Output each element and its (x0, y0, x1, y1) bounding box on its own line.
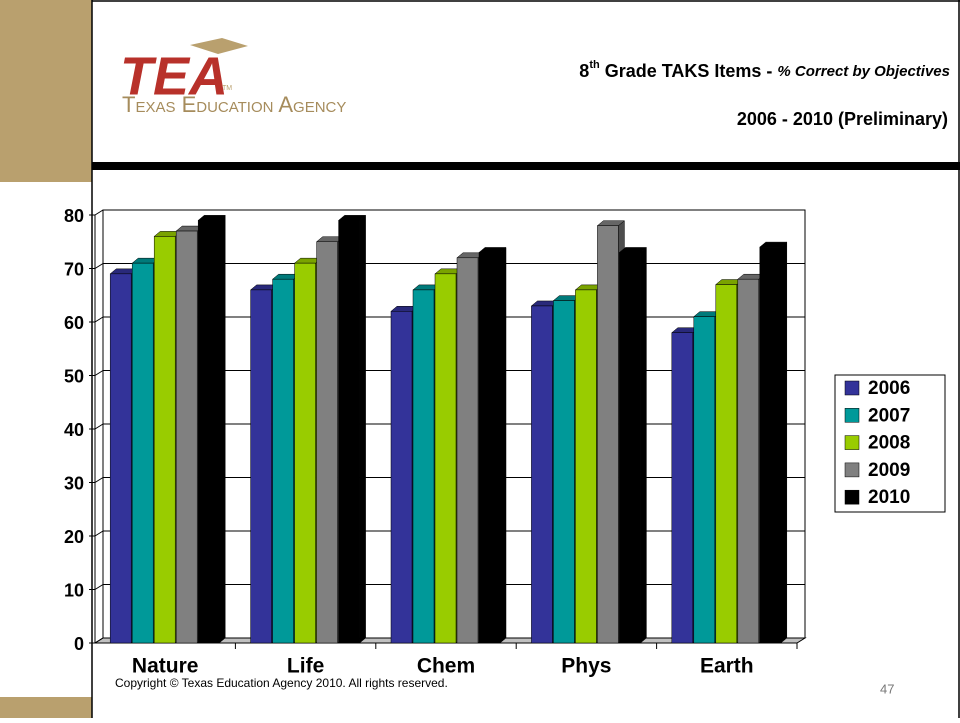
x-tick-label: Life (287, 655, 324, 678)
bar (597, 225, 619, 644)
bar-side (359, 214, 366, 644)
legend-label: 2008 (868, 433, 910, 454)
legend-swatch (844, 380, 860, 396)
header-rule (92, 162, 960, 170)
bar (197, 220, 220, 644)
y-tick-label: 30 (64, 473, 84, 493)
legend-label: 2009 (868, 460, 910, 481)
bar (434, 273, 457, 644)
grid-line (94, 316, 104, 323)
bar (759, 246, 782, 644)
bar (294, 262, 316, 644)
bar (153, 236, 176, 644)
bar-side (640, 246, 647, 644)
legend-label: 2006 (868, 378, 910, 399)
bar (316, 241, 338, 644)
bar (737, 278, 760, 644)
y-tick-label: 20 (64, 527, 84, 547)
bar (478, 252, 501, 644)
y-tick-label: 60 (64, 313, 84, 333)
y-tick-label: 80 (64, 206, 84, 226)
page-number: 47 (880, 681, 894, 696)
bar (715, 284, 738, 644)
title-part: % Correct by Objectives (777, 63, 950, 80)
legend-swatch (844, 462, 860, 478)
copyright: Copyright © Texas Education Agency 2010.… (115, 676, 448, 690)
grid-line (94, 584, 104, 590)
grid-line (94, 263, 104, 269)
bar-side (218, 214, 226, 644)
legend-swatch (844, 435, 860, 450)
logo: TEA (120, 46, 228, 106)
legend-label: 2007 (868, 405, 910, 426)
title-part: 8 (579, 61, 589, 81)
side-strip (0, 0, 92, 182)
x-tick-label: Phys (561, 655, 611, 678)
grid-line (94, 370, 104, 376)
x-tick-label: Earth (700, 655, 754, 678)
title-part: th (589, 59, 600, 71)
y-tick-label: 40 (64, 420, 84, 440)
grid-line (94, 637, 104, 644)
bar-side (499, 246, 507, 644)
bar (575, 289, 597, 644)
bar-side (780, 241, 788, 644)
bar (531, 305, 553, 644)
bar (175, 230, 198, 644)
bar (272, 278, 294, 644)
bar (250, 289, 272, 644)
bar (619, 252, 641, 644)
legend-label: 2010 (868, 487, 910, 508)
slide-title: 8th Grade TAKS Items - % Correct by Obje… (579, 59, 950, 81)
y-tick-label: 0 (74, 634, 84, 654)
bar (693, 316, 716, 644)
y-tick-label: 10 (64, 580, 84, 600)
grid-line (94, 530, 104, 537)
bar (553, 300, 575, 644)
side-strip (0, 697, 92, 718)
logo-cap (190, 38, 248, 54)
bar (412, 289, 435, 644)
y-tick-label: 50 (64, 366, 84, 386)
legend-swatch (844, 408, 860, 423)
x-tick-label: Chem (417, 655, 475, 678)
bar (456, 257, 479, 644)
bar (338, 220, 360, 644)
legend-swatch (844, 489, 860, 505)
logo-mark: TM (222, 85, 232, 92)
bar (109, 273, 132, 644)
slide-subtitle: 2006 - 2010 (Preliminary) (737, 109, 948, 129)
title-part: Grade TAKS Items - (600, 61, 778, 81)
x-tick-label: Nature (132, 655, 199, 678)
bar (390, 311, 413, 644)
y-tick-label: 70 (64, 259, 84, 279)
grid-line (94, 477, 104, 483)
bar (671, 332, 694, 644)
grid-line (94, 209, 104, 216)
agency-name: Texas Education Agency (122, 92, 346, 117)
grid-line (94, 423, 104, 430)
bar (131, 262, 154, 644)
